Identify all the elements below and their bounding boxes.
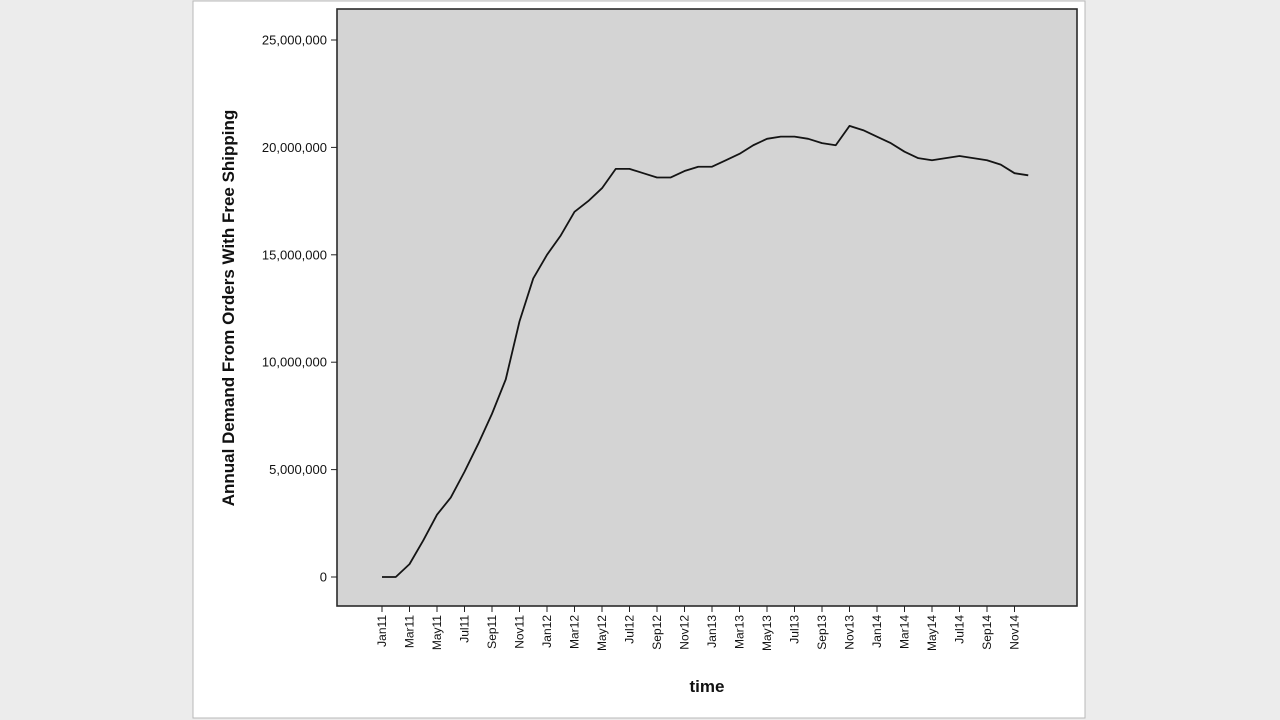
x-tick-label: Jul13 bbox=[788, 615, 802, 644]
y-tick-label: 15,000,000 bbox=[262, 247, 327, 262]
x-tick-label: Sep11 bbox=[485, 615, 499, 649]
y-tick-label: 20,000,000 bbox=[262, 140, 327, 155]
y-tick-label: 10,000,000 bbox=[262, 355, 327, 370]
x-tick-label: Jan14 bbox=[870, 615, 884, 648]
series-layer bbox=[382, 125, 1029, 578]
x-tick-label: Jan13 bbox=[705, 615, 719, 648]
x-tick-label: Mar11 bbox=[403, 615, 417, 648]
x-tick-label: May12 bbox=[595, 615, 609, 651]
x-tick-label: Nov12 bbox=[678, 615, 692, 650]
y-tick-label: 5,000,000 bbox=[269, 462, 327, 477]
x-axis: Jan11 Mar11 May11 Jul11 Sep11 Nov11 Jan12 Mar12… bbox=[375, 606, 1022, 651]
x-tick-label: Sep13 bbox=[815, 615, 829, 650]
x-tick-label: Jul11 bbox=[458, 615, 472, 643]
x-tick-label: Jan12 bbox=[540, 615, 554, 648]
x-tick-label: Nov13 bbox=[843, 615, 857, 650]
x-tick-label: Nov11 bbox=[513, 615, 527, 649]
x-tick-label: May13 bbox=[760, 615, 774, 651]
plot-area bbox=[336, 8, 1078, 607]
x-tick-label: Jul14 bbox=[953, 615, 967, 644]
x-axis-title: time bbox=[690, 677, 725, 696]
x-tick-label: Nov14 bbox=[1008, 615, 1022, 650]
x-tick-label: May11 bbox=[430, 615, 444, 650]
x-tick-label: Mar13 bbox=[733, 615, 747, 649]
y-axis: 0 5,000,000 10,000,000 15,000,000 20,000,000… bbox=[262, 33, 337, 585]
x-tick-label: Jan11 bbox=[375, 615, 389, 647]
x-tick-label: Sep12 bbox=[650, 615, 664, 650]
y-tick-label: 25,000,000 bbox=[262, 33, 327, 48]
x-tick-label: Mar14 bbox=[898, 615, 912, 649]
x-tick-label: Jul12 bbox=[623, 615, 637, 644]
x-tick-label: Mar12 bbox=[568, 615, 582, 649]
x-tick-label: Sep14 bbox=[980, 615, 994, 650]
y-tick-label: 0 bbox=[320, 570, 327, 585]
x-tick-label: May14 bbox=[925, 615, 939, 651]
y-axis-title: Annual Demand From Orders With Free Ship… bbox=[219, 110, 238, 507]
series-line-1 bbox=[382, 125, 1029, 578]
